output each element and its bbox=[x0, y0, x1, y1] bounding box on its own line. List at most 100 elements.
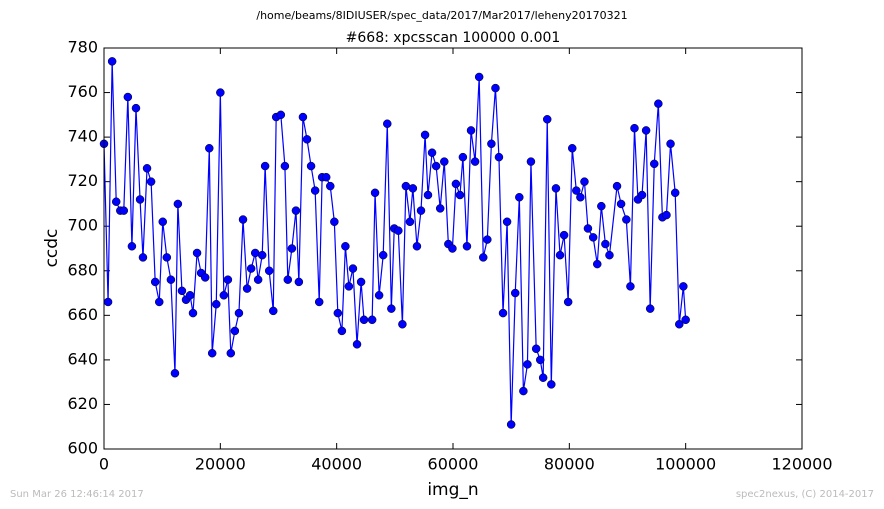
data-point bbox=[287, 244, 297, 253]
data-point bbox=[155, 297, 164, 307]
data-point bbox=[654, 99, 663, 108]
data-point bbox=[188, 308, 198, 318]
data-point bbox=[567, 144, 577, 153]
data-point bbox=[394, 226, 403, 235]
data-point bbox=[359, 315, 369, 325]
data-point bbox=[451, 179, 461, 189]
data-point bbox=[170, 369, 180, 378]
data-point bbox=[306, 161, 316, 171]
data-point bbox=[150, 277, 160, 287]
data-point bbox=[593, 259, 602, 269]
y-tick-label: 720 bbox=[67, 171, 98, 190]
data-point bbox=[107, 57, 117, 66]
data-point bbox=[341, 242, 350, 251]
footer-right: spec2nexus, (C) 2014-2017 bbox=[736, 489, 874, 500]
data-point bbox=[383, 119, 392, 128]
data-point bbox=[291, 206, 301, 215]
data-point bbox=[207, 348, 217, 358]
data-point bbox=[387, 304, 396, 313]
data-point bbox=[622, 215, 631, 224]
y-tick-label: 760 bbox=[67, 82, 98, 101]
data-point bbox=[448, 244, 457, 253]
data-point bbox=[478, 253, 488, 262]
data-point bbox=[408, 184, 418, 193]
data-point bbox=[487, 139, 496, 149]
data-point bbox=[260, 161, 270, 171]
x-tick-label: 60000 bbox=[428, 455, 479, 474]
data-point bbox=[177, 286, 187, 296]
data-point bbox=[423, 190, 433, 200]
data-point bbox=[344, 282, 354, 291]
data-point bbox=[333, 308, 343, 318]
data-point bbox=[440, 157, 449, 166]
data-point bbox=[138, 253, 148, 262]
data-point bbox=[601, 239, 610, 249]
data-point bbox=[283, 275, 293, 284]
x-tick-label: 80000 bbox=[544, 455, 595, 474]
data-line bbox=[103, 61, 687, 425]
data-point bbox=[563, 297, 573, 307]
data-point bbox=[612, 181, 622, 191]
data-point bbox=[119, 206, 129, 215]
data-point bbox=[580, 177, 589, 186]
data-point bbox=[483, 235, 492, 244]
data-point bbox=[559, 230, 569, 240]
data-point bbox=[462, 242, 472, 251]
footer-left: Sun Mar 26 12:46:14 2017 bbox=[10, 489, 144, 500]
y-tick-label: 640 bbox=[67, 349, 98, 368]
chart-title: #668: xpcsscan 100000 0.001 bbox=[346, 30, 561, 46]
data-point bbox=[435, 204, 445, 213]
data-point bbox=[405, 217, 415, 227]
data-point bbox=[526, 157, 536, 166]
data-point bbox=[641, 126, 651, 135]
y-tick-label: 660 bbox=[67, 305, 98, 324]
data-point bbox=[162, 253, 172, 262]
data-point bbox=[185, 291, 195, 300]
y-axis-label: ccdc bbox=[42, 229, 62, 268]
data-point bbox=[173, 199, 183, 209]
data-point bbox=[330, 217, 339, 227]
data-point bbox=[374, 291, 384, 300]
data-point bbox=[431, 161, 441, 171]
data-point bbox=[337, 326, 347, 336]
data-point bbox=[280, 161, 290, 171]
data-point bbox=[158, 217, 167, 227]
data-point bbox=[681, 315, 690, 325]
data-point bbox=[310, 186, 320, 195]
data-point bbox=[420, 130, 430, 140]
data-point bbox=[662, 210, 671, 220]
data-point bbox=[146, 177, 156, 186]
data-point bbox=[519, 386, 528, 396]
data-point bbox=[238, 215, 248, 224]
data-point bbox=[523, 360, 532, 369]
data-point bbox=[111, 197, 121, 206]
data-point bbox=[216, 88, 225, 97]
data-point bbox=[498, 308, 508, 318]
data-point bbox=[506, 420, 516, 429]
x-tick-label: 40000 bbox=[311, 455, 362, 474]
data-point bbox=[135, 195, 145, 204]
data-point bbox=[551, 184, 561, 193]
data-point bbox=[205, 144, 214, 153]
data-point bbox=[264, 266, 274, 276]
data-point bbox=[257, 250, 267, 260]
data-point bbox=[466, 126, 476, 135]
x-tick-label: 100000 bbox=[655, 455, 716, 474]
data-point bbox=[626, 282, 635, 291]
data-point bbox=[650, 159, 659, 169]
data-point bbox=[458, 152, 468, 162]
data-point bbox=[166, 275, 176, 284]
data-point bbox=[470, 157, 480, 166]
data-point bbox=[542, 115, 552, 124]
data-point bbox=[378, 250, 388, 260]
data-point bbox=[398, 319, 407, 329]
data-point bbox=[679, 282, 688, 291]
data-point bbox=[348, 264, 358, 273]
data-point bbox=[200, 273, 210, 282]
data-point bbox=[666, 139, 675, 149]
data-point bbox=[605, 250, 614, 260]
data-point bbox=[212, 299, 221, 309]
data-point bbox=[502, 217, 512, 227]
